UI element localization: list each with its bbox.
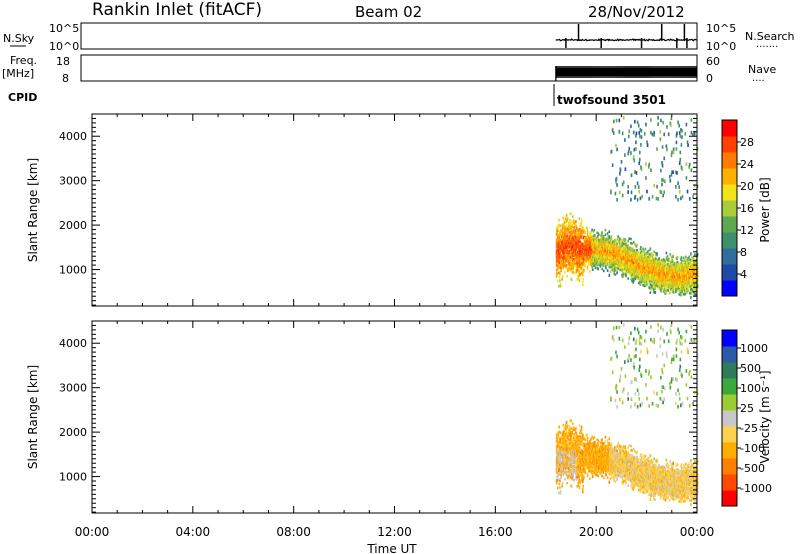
colorbar-cell — [722, 232, 737, 249]
y-tick-label: 2000 — [59, 426, 87, 439]
colorbar-cell — [722, 346, 737, 363]
beam-title: Beam 02 — [355, 3, 422, 21]
colorbar-cell — [722, 362, 737, 379]
velocity-scatter — [555, 322, 699, 506]
colorbar-cell — [722, 426, 737, 443]
nave-tick-top: 60 — [706, 55, 720, 68]
velocity-colorbar: 1000 500 100 25 -25 -100 -500 -1000 — [721, 329, 772, 507]
colorbar-cell — [722, 378, 737, 395]
nave-label: Nave — [748, 63, 776, 76]
y-tick-label: 3000 — [59, 382, 87, 395]
nsky-line — [555, 37, 697, 42]
velocity-axis-ticks: 1000 2000 3000 4000 — [59, 320, 698, 513]
colorbar-cell — [722, 200, 737, 217]
colorbar-cell — [722, 474, 737, 491]
time-axis-title: Time UT — [366, 542, 417, 554]
freq-tick-bottom: 8 — [62, 72, 69, 85]
nsearch-tick-top: 10^5 — [706, 22, 736, 35]
colorbar-cell — [722, 216, 737, 233]
colorbar-cell — [722, 490, 737, 507]
x-tick-label: 12:00 — [377, 525, 412, 539]
date-title: 28/Nov/2012 — [588, 3, 685, 21]
station-title: Rankin Inlet (fitACF) — [92, 0, 262, 20]
freq-label: Freq. — [10, 54, 37, 67]
colorbar-tick-label: 4 — [740, 268, 747, 281]
colorbar-cell — [722, 394, 737, 411]
colorbar-tick-label: -1000 — [740, 482, 772, 495]
nsky-trace — [555, 24, 697, 48]
power-ylabel: Slant Range [km] — [26, 158, 40, 262]
colorbar-tick-label: 28 — [740, 136, 754, 149]
nsky-tick-top: 10^5 — [49, 22, 79, 35]
freq-panel: Freq. [MHz] 18 8 60 0 Nave ···· — [2, 54, 776, 87]
y-tick-label: 1000 — [59, 471, 87, 484]
x-tick-label: 00:00 — [75, 525, 110, 539]
nsky-panel: N.Sky 10^5 10^0 10^5 10^0 N.Search ·····… — [3, 22, 795, 53]
nsky-label: N.Sky — [3, 32, 35, 45]
nave-tick-bottom: 0 — [706, 72, 713, 85]
x-tick-label: 00:00 — [680, 525, 715, 539]
colorbar-cell — [722, 136, 737, 153]
colorbar-cell — [722, 264, 737, 281]
colorbar-cell — [722, 410, 737, 427]
colorbar-tick-label: 500 — [740, 362, 761, 375]
colorbar-cell — [722, 152, 737, 169]
colorbar-cell — [722, 330, 737, 347]
y-tick-label: 2000 — [59, 219, 87, 232]
colorbar-tick-label: 100 — [740, 382, 761, 395]
x-tick-label: 04:00 — [176, 525, 211, 539]
colorbar-cell — [722, 280, 737, 297]
colorbar-cell — [722, 248, 737, 265]
cpid-label: CPID — [8, 91, 37, 104]
colorbar-tick-label: -25 — [740, 422, 758, 435]
velocity-ylabel: Slant Range [km] — [26, 365, 40, 469]
colorbar-tick-label: 12 — [740, 224, 754, 237]
colorbar-cell — [722, 168, 737, 185]
power-panel: 1000 2000 3000 4000 Slant Range [km] — [26, 113, 699, 307]
velocity-colorbar-label: Velocity [m s⁻¹] — [758, 370, 772, 463]
time-axis-labels: 00:00 04:00 08:00 12:00 16:00 20:00 00:00 — [75, 525, 715, 539]
colorbar-tick-label: 25 — [740, 402, 754, 415]
x-tick-label: 20:00 — [579, 525, 614, 539]
nave-dots: ···· — [752, 76, 765, 87]
y-tick-label: 4000 — [59, 130, 87, 143]
colorbar-cell — [722, 120, 737, 137]
colorbar-cell — [722, 184, 737, 201]
colorbar-tick-label: 1000 — [740, 342, 768, 355]
y-tick-label: 1000 — [59, 264, 87, 277]
cpid-value: twofsound 3501 — [557, 93, 666, 107]
power-scatter — [555, 115, 699, 299]
x-tick-label: 16:00 — [478, 525, 513, 539]
power-colorbar: 4 8 12 16 20 24 28 — [721, 119, 754, 297]
colorbar-cell — [722, 458, 737, 475]
colorbar-tick-label: -100 — [740, 442, 765, 455]
colorbar-tick-label: 24 — [740, 158, 754, 171]
freq-tick-top: 18 — [56, 55, 70, 68]
freq-unit: [MHz] — [2, 67, 34, 80]
power-colorbar-label: Power [dB] — [758, 177, 772, 242]
colorbar-tick-label: 20 — [740, 180, 754, 193]
freq-trace — [555, 66, 698, 81]
colorbar-frame — [721, 329, 738, 507]
colorbar-tick-label: 8 — [740, 246, 747, 259]
nsearch-dots: ······· — [756, 42, 778, 53]
x-tick-label: 08:00 — [276, 525, 311, 539]
colorbar-tick-label: -500 — [740, 462, 765, 475]
nsearch-label: N.Search — [745, 30, 795, 43]
y-tick-label: 4000 — [59, 337, 87, 350]
y-tick-label: 3000 — [59, 175, 87, 188]
nsky-tick-bottom: 10^0 — [49, 40, 79, 53]
power-axis-ticks: 1000 2000 3000 4000 — [59, 113, 698, 306]
colorbar-tick-label: 16 — [740, 202, 754, 215]
nsearch-tick-bottom: 10^0 — [706, 40, 736, 53]
velocity-panel: 1000 2000 3000 4000 Slant Range [km] — [26, 320, 699, 514]
colorbar-cell — [722, 442, 737, 459]
